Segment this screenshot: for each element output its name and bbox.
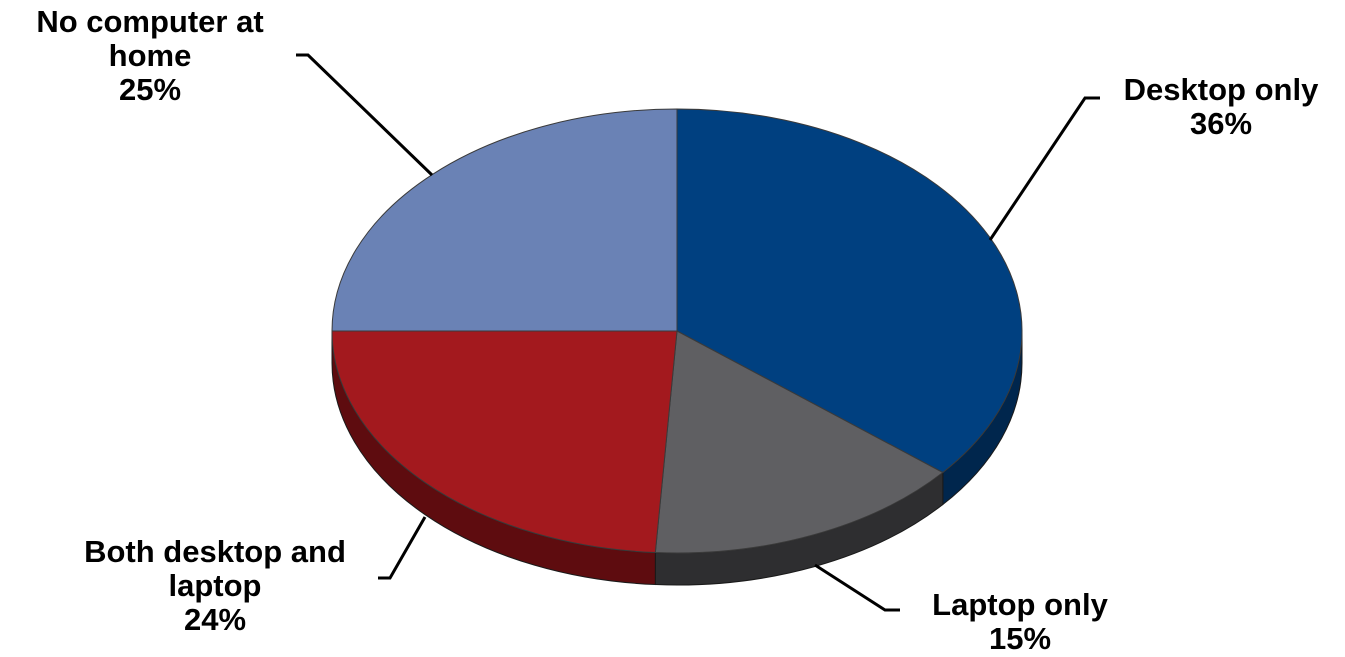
pie-slice-desktop-only [676, 108, 1023, 474]
leader-line-desktop-only [988, 96, 1100, 241]
pie-slice-both-desktop-and-laptop [331, 330, 678, 554]
slice-label-laptop-only: Laptop only 15% [900, 588, 1140, 656]
slice-label-no-computer-at-home: No computer at home 25% [0, 5, 300, 107]
slice-label-desktop-only: Desktop only 36% [1086, 73, 1345, 141]
leader-line-laptop-only [814, 563, 900, 612]
slice-name-line-2: laptop [168, 568, 262, 603]
pie-slice-laptop-only [654, 330, 944, 554]
slice-name: Desktop only [1123, 72, 1319, 107]
leader-line-both-desktop-and-laptop [378, 516, 427, 580]
slice-name-line-2: home [108, 38, 192, 73]
slice-percent: 36% [1189, 106, 1253, 141]
pie-slices [331, 108, 1023, 554]
slice-name-line-1: No computer at [36, 4, 264, 39]
pie-slice-no-computer-at-home [331, 108, 678, 332]
slice-percent: 24% [183, 602, 247, 637]
slice-name-line-1: Both desktop and [84, 534, 346, 569]
slice-name: Laptop only [932, 587, 1108, 622]
slice-percent: 15% [988, 621, 1052, 656]
slice-label-both-desktop-and-laptop: Both desktop and laptop 24% [40, 535, 390, 637]
pie-side-walls [331, 330, 1023, 586]
slice-percent: 25% [118, 72, 182, 107]
leader-lines [296, 53, 1100, 612]
leader-line-no-computer-at-home [296, 53, 434, 177]
